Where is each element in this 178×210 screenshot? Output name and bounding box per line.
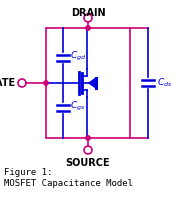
Text: $C_{gd}$: $C_{gd}$ <box>70 49 86 63</box>
Circle shape <box>44 81 48 85</box>
Text: GATE: GATE <box>0 78 16 88</box>
Text: DRAIN: DRAIN <box>71 8 105 18</box>
Text: $C_{gs}$: $C_{gs}$ <box>70 100 85 113</box>
Text: SOURCE: SOURCE <box>66 158 110 168</box>
Circle shape <box>86 26 90 30</box>
Bar <box>46 28 130 138</box>
Polygon shape <box>89 78 96 88</box>
Text: $C_{ds}$: $C_{ds}$ <box>157 77 172 89</box>
Text: MOSFET Capacitance Model: MOSFET Capacitance Model <box>4 179 133 188</box>
Circle shape <box>86 136 90 140</box>
Text: Figure 1:: Figure 1: <box>4 168 52 177</box>
